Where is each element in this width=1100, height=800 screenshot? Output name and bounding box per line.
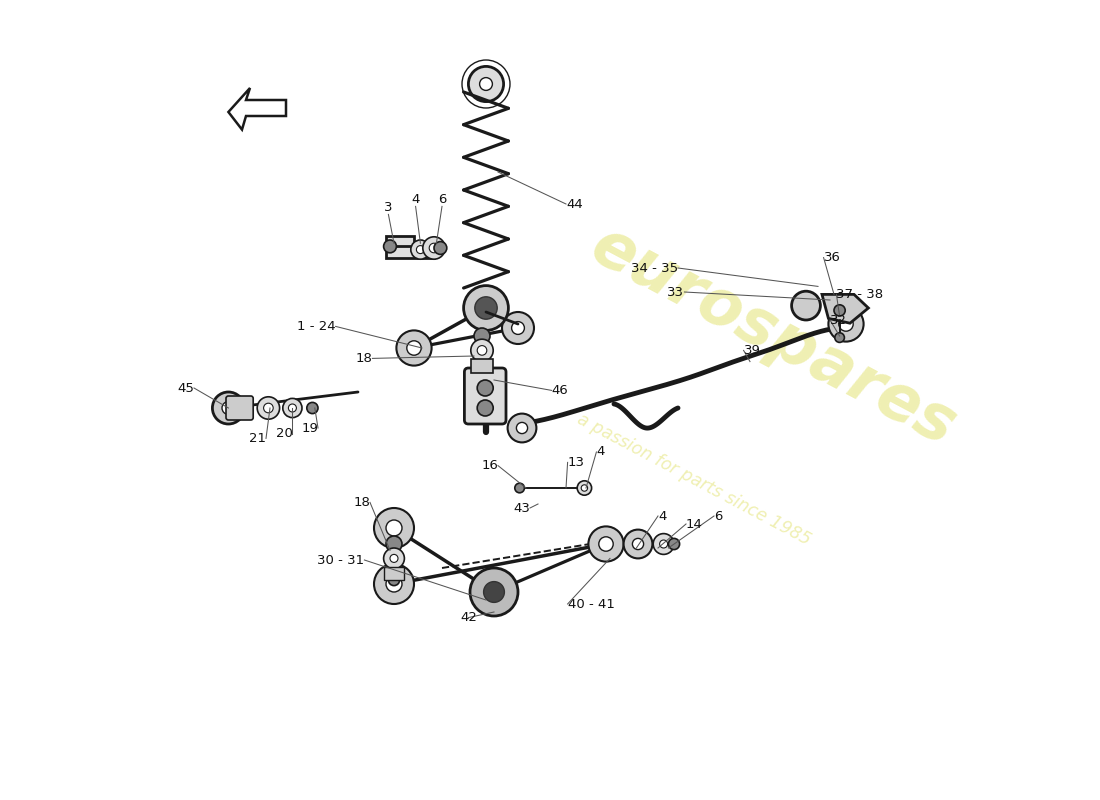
Text: 44: 44 (566, 198, 583, 210)
Circle shape (835, 333, 845, 342)
Circle shape (632, 538, 644, 550)
Circle shape (386, 576, 402, 592)
Text: a passion for parts since 1985: a passion for parts since 1985 (574, 410, 814, 550)
Circle shape (384, 548, 405, 569)
Circle shape (386, 536, 402, 552)
Text: 18: 18 (355, 352, 373, 365)
Circle shape (390, 554, 398, 562)
Circle shape (463, 286, 508, 330)
Text: 3: 3 (384, 202, 393, 214)
Circle shape (475, 368, 488, 381)
Text: 14: 14 (686, 518, 703, 530)
Text: 4: 4 (596, 446, 605, 458)
Polygon shape (229, 88, 286, 130)
Circle shape (484, 582, 505, 602)
Text: 39: 39 (744, 344, 760, 357)
Circle shape (588, 526, 624, 562)
Circle shape (257, 397, 279, 419)
Circle shape (828, 306, 864, 342)
Circle shape (434, 242, 447, 254)
Circle shape (581, 485, 587, 491)
Circle shape (502, 312, 534, 344)
Text: 45: 45 (177, 382, 194, 394)
Circle shape (471, 339, 493, 362)
Text: 30 - 31: 30 - 31 (317, 554, 364, 566)
Circle shape (477, 400, 493, 416)
Text: 42: 42 (460, 611, 476, 624)
Circle shape (212, 392, 244, 424)
Text: 6: 6 (714, 510, 723, 522)
Circle shape (417, 246, 425, 254)
Text: 19: 19 (301, 422, 318, 434)
Text: 16: 16 (481, 459, 498, 472)
Circle shape (407, 341, 421, 355)
Circle shape (374, 564, 414, 604)
Text: 4: 4 (411, 194, 420, 206)
Text: 13: 13 (568, 456, 584, 469)
FancyBboxPatch shape (471, 359, 493, 373)
Circle shape (469, 66, 504, 102)
Circle shape (598, 537, 613, 551)
Circle shape (660, 540, 668, 548)
Circle shape (222, 402, 234, 414)
Circle shape (834, 305, 845, 316)
Text: 36: 36 (824, 251, 840, 264)
Circle shape (512, 322, 525, 334)
Text: 1 - 24: 1 - 24 (297, 320, 336, 333)
Circle shape (480, 78, 493, 90)
Circle shape (410, 240, 430, 259)
Text: 6: 6 (438, 194, 447, 206)
Text: 33: 33 (668, 286, 684, 298)
FancyBboxPatch shape (226, 396, 253, 420)
FancyBboxPatch shape (464, 368, 506, 424)
Text: 32: 32 (830, 314, 847, 326)
Circle shape (477, 346, 487, 355)
Text: 21: 21 (249, 432, 266, 445)
Circle shape (374, 508, 414, 548)
Circle shape (578, 481, 592, 495)
Polygon shape (822, 294, 868, 323)
Circle shape (396, 330, 431, 366)
Circle shape (470, 568, 518, 616)
Text: 34 - 35: 34 - 35 (631, 262, 678, 274)
Circle shape (624, 530, 652, 558)
Text: 20: 20 (275, 427, 293, 440)
FancyBboxPatch shape (384, 567, 405, 580)
Circle shape (386, 520, 402, 536)
Text: 4: 4 (658, 510, 667, 522)
Circle shape (288, 404, 296, 412)
Circle shape (792, 291, 821, 320)
Circle shape (422, 237, 446, 259)
Circle shape (653, 534, 674, 554)
Circle shape (669, 538, 680, 550)
Circle shape (516, 422, 528, 434)
Circle shape (307, 402, 318, 414)
Text: 37 - 38: 37 - 38 (836, 288, 883, 301)
Circle shape (474, 328, 490, 344)
Circle shape (264, 403, 273, 413)
Circle shape (429, 243, 439, 253)
Text: eurospares: eurospares (581, 214, 967, 458)
Circle shape (515, 483, 525, 493)
Circle shape (475, 297, 497, 319)
Text: 40 - 41: 40 - 41 (568, 598, 615, 610)
Polygon shape (386, 236, 434, 258)
Circle shape (388, 574, 399, 586)
Circle shape (507, 414, 537, 442)
Circle shape (839, 317, 854, 331)
Circle shape (477, 380, 493, 396)
Text: 46: 46 (551, 384, 569, 397)
Text: 43: 43 (513, 502, 530, 514)
Circle shape (384, 240, 396, 253)
Text: 18: 18 (353, 496, 370, 509)
Circle shape (283, 398, 302, 418)
